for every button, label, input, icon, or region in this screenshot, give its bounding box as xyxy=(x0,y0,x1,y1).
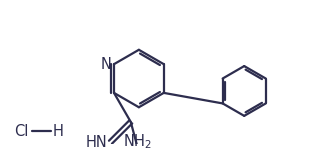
Text: NH$_2$: NH$_2$ xyxy=(123,132,152,150)
Text: Cl: Cl xyxy=(14,124,29,139)
Text: H: H xyxy=(53,124,64,139)
Text: HN: HN xyxy=(86,135,107,150)
Text: N: N xyxy=(100,57,111,72)
